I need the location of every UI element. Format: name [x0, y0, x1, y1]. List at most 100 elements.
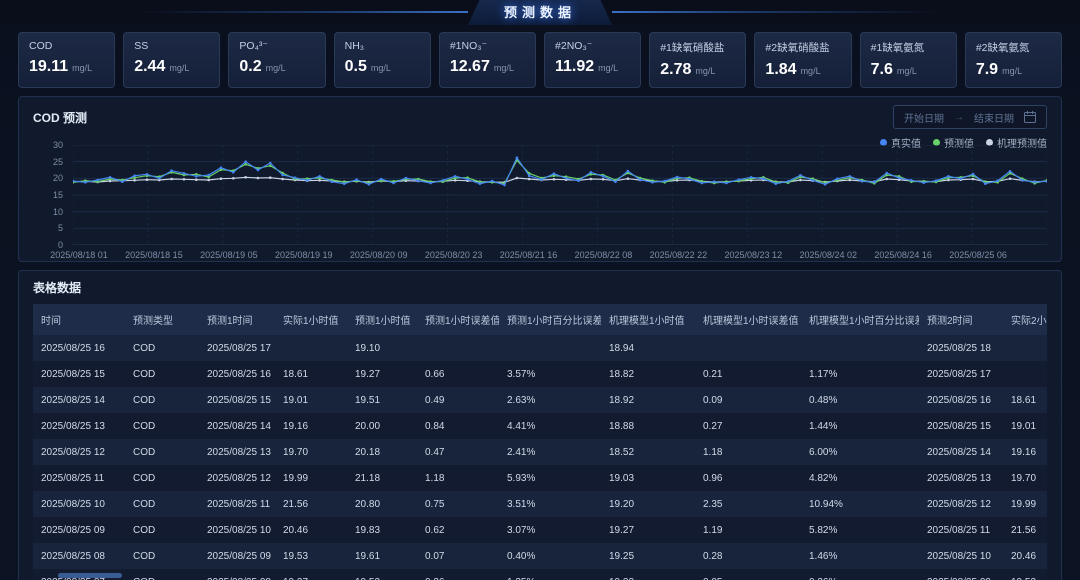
- table-cell: 19.70: [1011, 472, 1037, 484]
- table-row: 2025/08/25 08 COD 2025/08/25 09 19.53 19.61 0…: [33, 543, 1047, 569]
- metric-value: 7.9: [975, 61, 999, 78]
- metric-value-row: 1.84 mg/L: [765, 61, 840, 79]
- table-cell: COD: [125, 569, 199, 580]
- table-cell: 2025/08/25 09: [919, 569, 1003, 580]
- table-cell: 2025/08/25 12: [927, 498, 991, 510]
- table-cell: 5.93%: [507, 472, 536, 484]
- table-cell: 2025/08/25 09: [207, 550, 271, 562]
- metric-card-2[interactable]: PO₄³⁻ 0.2 mg/L: [228, 32, 326, 88]
- table-cell: [275, 335, 347, 361]
- table-cell: 19.70: [283, 446, 309, 458]
- table-cell: 21.56: [283, 498, 309, 510]
- table-cell: 19.22: [601, 569, 695, 580]
- horizontal-scrollbar-thumb[interactable]: [58, 573, 122, 578]
- table-cell: 2025/08/25 08: [41, 550, 105, 562]
- table-cell: 19.99: [1011, 498, 1037, 510]
- x-tick-label: 2025/08/22 08: [574, 250, 633, 260]
- table-cell: 20.80: [355, 498, 381, 510]
- line-chart[interactable]: [73, 145, 1047, 245]
- table-row: 2025/08/25 11 COD 2025/08/25 12 19.99 21.18 1…: [33, 465, 1047, 491]
- table-cell: 3.57%: [507, 368, 536, 380]
- table-cell: [801, 335, 919, 361]
- table-cell: 2025/08/25 17: [927, 368, 991, 380]
- metric-card-4[interactable]: #1NO₃⁻ 12.67 mg/L: [438, 32, 537, 88]
- data-table: 时间 预测类型 预测1时间 实际1小时值 预测1小时值 预测1小时误差值 预测1小时百分比误…: [33, 304, 1047, 580]
- table-cell: 2025/08/25 12: [207, 472, 271, 484]
- table-cell: 20.00: [355, 420, 381, 432]
- table-cell: [695, 335, 801, 361]
- metric-value: 0.2: [239, 58, 262, 75]
- table-row: 2025/08/25 09 COD 2025/08/25 10 20.46 19.83 0…: [33, 517, 1047, 543]
- table-cell: 2025/08/25 10: [207, 524, 271, 536]
- table-panel: 表格数据 时间 预测类型 预测1时间 实际1小时值 预测1小时值 预测1小时误差值 预测1小…: [18, 270, 1062, 580]
- table-cell: 19.27: [609, 524, 635, 536]
- table-row: 2025/08/25 15 COD 2025/08/25 16 18.61 19.27 0…: [33, 361, 1047, 387]
- table-cell: 19.53: [347, 569, 417, 580]
- table-cell: 2025/08/25 08: [199, 569, 275, 580]
- metric-value-row: 19.11 mg/L: [29, 58, 104, 76]
- table-cell: 0.84: [425, 420, 445, 432]
- metric-card-6[interactable]: #1缺氧硝酸盐 2.78 mg/L: [649, 32, 747, 88]
- column-header: 预测1小时误差值: [417, 304, 499, 335]
- calendar-icon[interactable]: [1024, 111, 1036, 123]
- y-tick-label: 30: [52, 140, 63, 150]
- metric-card-8[interactable]: #1缺氧氨氮 7.6 mg/L: [859, 32, 957, 88]
- table-cell: 0.96: [703, 472, 723, 484]
- table-cell: 2025/08/25 11: [927, 524, 991, 536]
- table-cell: 2025/08/25 15: [41, 368, 105, 380]
- metric-card-1[interactable]: SS 2.44 mg/L: [123, 32, 221, 88]
- x-tick-label: 2025/08/24 02: [799, 250, 857, 260]
- table-cell: 20.46: [1011, 550, 1037, 562]
- table-cell: 2025/08/25 14: [927, 446, 991, 458]
- table-cell: 19.53: [283, 550, 309, 562]
- metric-card-7[interactable]: #2缺氧硝酸盐 1.84 mg/L: [754, 32, 852, 88]
- column-header: 机理模型1小时误差值: [695, 304, 801, 335]
- x-tick-label: 2025/08/21 16: [499, 250, 558, 260]
- table-cell: COD: [133, 342, 156, 354]
- table-cell: 18.92: [609, 394, 635, 406]
- table-cell: 0.28: [703, 550, 723, 562]
- metric-card-5[interactable]: #2NO₃⁻ 11.92 mg/L: [544, 32, 642, 88]
- metric-card-3[interactable]: NH₃ 0.5 mg/L: [333, 32, 431, 88]
- table-cell: 2025/08/25 13: [207, 446, 271, 458]
- metric-card-0[interactable]: COD 19.11 mg/L: [18, 32, 116, 88]
- metric-unit: mg/L: [695, 66, 716, 76]
- x-tick-label: 2025/08/18 01: [50, 250, 108, 260]
- table-cell: 18.52: [609, 446, 635, 458]
- data-table-wrap: 时间 预测类型 预测1时间 实际1小时值 预测1小时值 预测1小时误差值 预测1小时百分比误…: [33, 304, 1047, 580]
- topbar: 预测数据: [0, 0, 1080, 24]
- column-header: 预测1小时值: [347, 304, 417, 335]
- table-cell: 2025/08/25 13: [41, 420, 105, 432]
- metric-label: SS: [134, 40, 149, 52]
- table-cell: 19.01: [1011, 420, 1037, 432]
- legend-dot: [933, 139, 940, 146]
- metric-label: NH₃: [344, 40, 365, 52]
- chart-panel-header: COD 预测 开始日期 → 结束日期: [33, 105, 1047, 129]
- metric-label: #2缺氧硝酸盐: [765, 42, 830, 54]
- x-tick-label: 2025/08/20 09: [349, 250, 408, 260]
- table-cell: 19.53: [1003, 569, 1047, 580]
- metric-card-9[interactable]: #2缺氧氨氮 7.9 mg/L: [964, 32, 1063, 88]
- metric-unit: mg/L: [72, 63, 93, 73]
- metric-value-row: 12.67 mg/L: [450, 58, 525, 76]
- table-cell: 19.16: [283, 420, 309, 432]
- table-cell: 4.41%: [507, 420, 536, 432]
- column-header: 预测1小时百分比误差: [499, 304, 601, 335]
- metric-unit: mg/L: [265, 63, 286, 73]
- y-tick-label: 0: [57, 240, 63, 250]
- start-date-input[interactable]: 开始日期: [904, 113, 944, 125]
- date-range-picker[interactable]: 开始日期 → 结束日期: [893, 105, 1047, 129]
- metric-value-row: 11.92 mg/L: [555, 58, 630, 76]
- metric-value-row: 7.6 mg/L: [871, 61, 946, 79]
- table-cell: 2025/08/25 16: [41, 342, 105, 354]
- table-cell: COD: [133, 550, 156, 562]
- table-cell: 20.18: [355, 446, 381, 458]
- table-header-row: 时间 预测类型 预测1时间 实际1小时值 预测1小时值 预测1小时误差值 预测1小时百分比误…: [33, 304, 1047, 335]
- table-cell: 5.82%: [809, 524, 838, 536]
- table-row: 2025/08/25 10 COD 2025/08/25 11 21.56 20.80 0…: [33, 491, 1047, 517]
- metric-value: 0.5: [344, 58, 367, 75]
- chart-region: 0 5 10 15 20 25 30: [33, 140, 1047, 250]
- end-date-input[interactable]: 结束日期: [974, 113, 1014, 125]
- metric-value-row: 0.5 mg/L: [345, 58, 420, 76]
- metric-label: #1NO₃⁻: [449, 40, 488, 52]
